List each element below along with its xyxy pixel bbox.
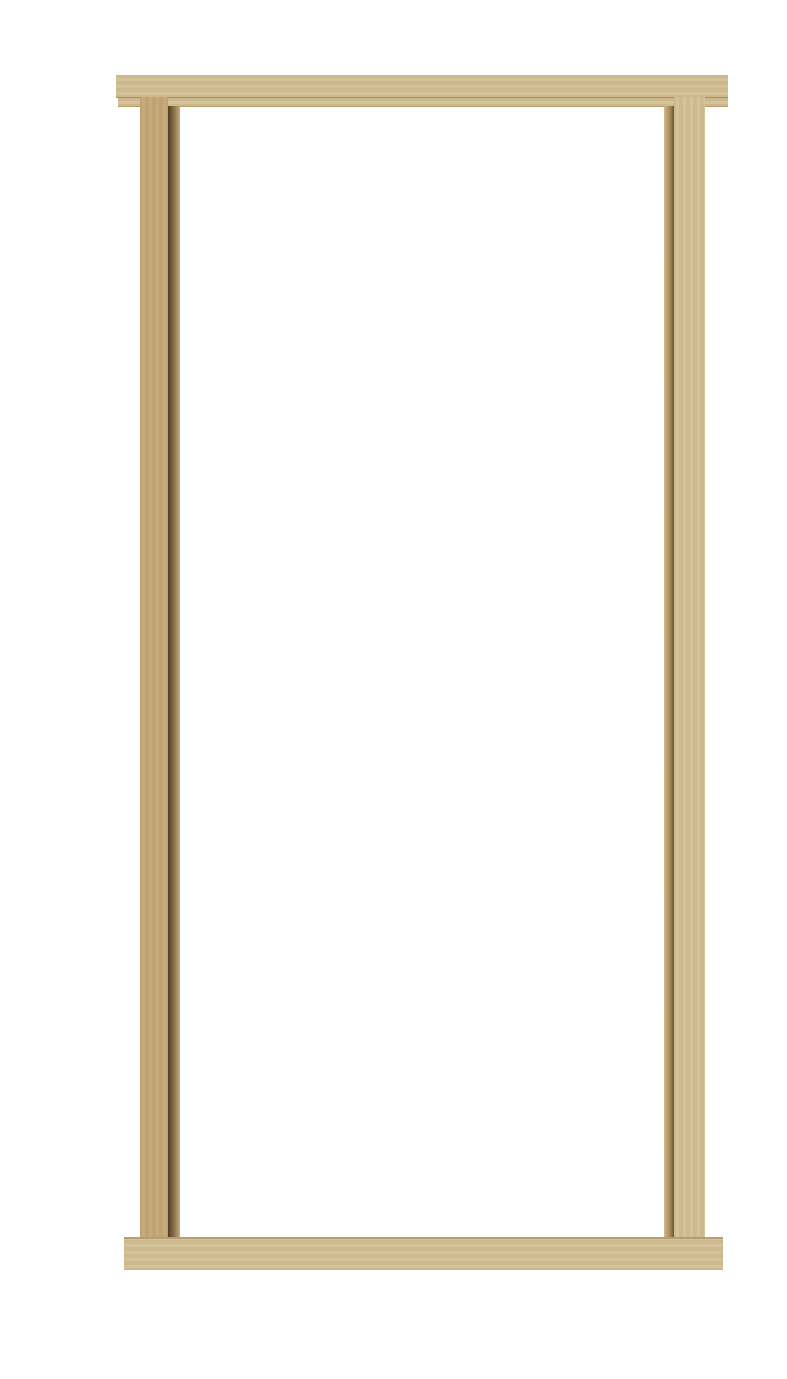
right-jamb-rebate [664, 106, 674, 1238]
frame-head [116, 75, 728, 98]
frame-sill [124, 1237, 723, 1270]
frame-head-lip [118, 96, 728, 107]
left-jamb [140, 97, 168, 1240]
right-jamb [674, 97, 705, 1240]
left-jamb-rebate [168, 106, 180, 1238]
